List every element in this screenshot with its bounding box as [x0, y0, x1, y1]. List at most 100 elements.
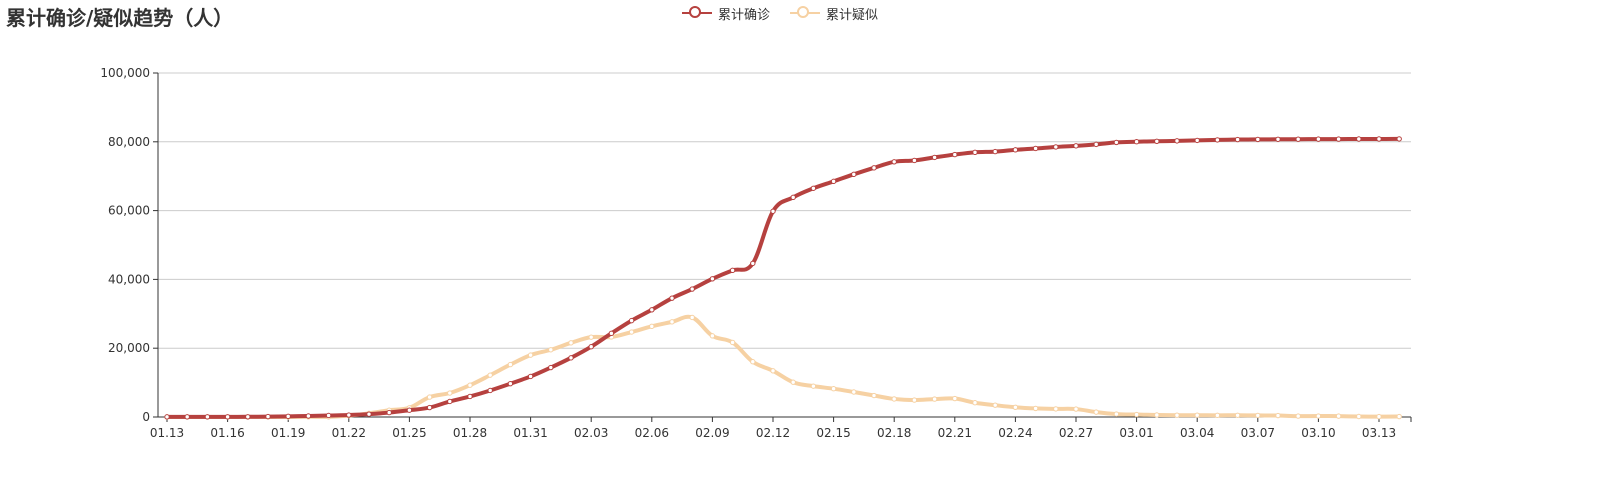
data-point-confirmed — [992, 148, 998, 155]
chart-title: 累计确诊/疑似趋势（人） — [6, 6, 234, 30]
data-point-confirmed — [972, 149, 978, 156]
data-point-confirmed — [1356, 136, 1362, 142]
y-tick-label: 60,000 — [108, 204, 150, 218]
y-tick-label: 20,000 — [108, 341, 150, 355]
data-point-suspected — [1255, 412, 1261, 419]
data-point-confirmed — [1315, 136, 1322, 142]
data-point-confirmed — [305, 413, 312, 419]
data-point-suspected — [426, 394, 433, 400]
data-point-suspected — [830, 385, 837, 392]
data-point-suspected — [1315, 413, 1322, 419]
data-point-suspected — [931, 396, 938, 402]
data-point-confirmed — [507, 380, 514, 387]
x-tick-label: 01.13 — [150, 426, 184, 440]
data-point-confirmed — [1113, 139, 1120, 146]
data-point-confirmed — [669, 295, 675, 301]
data-point-confirmed — [891, 159, 897, 165]
data-point-confirmed — [366, 411, 372, 417]
data-point-suspected — [810, 383, 817, 389]
data-point-confirmed — [709, 276, 716, 282]
data-point-suspected — [871, 392, 877, 399]
data-point-confirmed — [911, 157, 918, 164]
x-tick-label: 02.27 — [1059, 426, 1093, 440]
x-tick-label: 01.16 — [210, 426, 244, 440]
data-point-suspected — [750, 359, 756, 365]
x-tick-label: 02.18 — [877, 426, 911, 440]
data-point-confirmed — [325, 412, 332, 419]
x-tick-label: 01.25 — [392, 426, 426, 440]
data-point-suspected — [1012, 404, 1019, 410]
data-point-confirmed — [1295, 136, 1301, 142]
data-point-confirmed — [1255, 136, 1261, 143]
data-point-confirmed — [447, 398, 453, 405]
data-point-suspected — [487, 372, 493, 378]
data-point-suspected — [851, 389, 857, 395]
data-point-suspected — [1356, 413, 1362, 420]
data-point-suspected — [1093, 409, 1099, 415]
data-point-confirmed — [1073, 143, 1079, 149]
data-point-suspected — [1053, 406, 1059, 412]
data-point-confirmed — [406, 407, 413, 413]
data-point-confirmed — [588, 343, 594, 350]
data-point-suspected — [447, 390, 453, 396]
data-point-confirmed — [1275, 136, 1281, 142]
legend-line-circle-icon — [790, 6, 820, 20]
data-point-suspected — [709, 333, 716, 339]
data-point-confirmed — [1032, 145, 1039, 152]
x-tick-label: 02.03 — [574, 426, 608, 440]
data-point-confirmed — [628, 317, 635, 324]
data-point-confirmed — [1093, 141, 1099, 148]
data-point-confirmed — [204, 414, 211, 420]
data-point-confirmed — [467, 393, 473, 400]
data-point-confirmed — [1234, 136, 1241, 143]
data-point-suspected — [689, 314, 695, 321]
data-point-suspected — [952, 395, 958, 402]
legend-circle-swatch — [797, 6, 809, 18]
data-point-suspected — [770, 368, 776, 374]
legend-circle-swatch — [689, 6, 701, 18]
data-point-confirmed — [1133, 139, 1140, 145]
data-point-suspected — [1335, 413, 1342, 419]
x-tick-label: 02.12 — [756, 426, 790, 440]
chart-legend: 累计确诊 累计疑似 — [0, 0, 1597, 30]
data-point-confirmed — [1174, 138, 1180, 144]
data-point-suspected — [891, 396, 897, 402]
data-point-confirmed — [548, 364, 554, 371]
data-point-suspected — [1376, 413, 1382, 420]
x-tick-label: 01.31 — [513, 426, 547, 440]
data-point-suspected — [1194, 412, 1200, 418]
data-point-confirmed — [1376, 136, 1382, 142]
data-point-suspected — [1396, 413, 1402, 420]
data-point-suspected — [1214, 412, 1221, 419]
data-point-suspected — [1295, 413, 1301, 419]
data-point-suspected — [1133, 411, 1140, 418]
x-tick-label: 02.09 — [695, 426, 729, 440]
x-tick-label: 01.28 — [453, 426, 487, 440]
data-point-confirmed — [487, 387, 493, 394]
data-point-confirmed — [346, 412, 352, 418]
data-point-suspected — [911, 397, 918, 403]
x-tick-label: 03.01 — [1119, 426, 1153, 440]
data-point-confirmed — [851, 171, 857, 178]
y-tick-label: 0 — [142, 410, 150, 424]
data-point-confirmed — [1012, 147, 1019, 153]
legend-item-confirmed[interactable]: 累计确诊 — [682, 4, 770, 23]
data-point-suspected — [527, 352, 534, 358]
x-tick-label: 02.15 — [816, 426, 850, 440]
data-point-confirmed — [750, 260, 756, 267]
data-point-confirmed — [952, 151, 958, 158]
series-line-suspected — [165, 314, 1402, 420]
legend-item-suspected[interactable]: 累计疑似 — [790, 4, 878, 23]
data-point-confirmed — [1396, 136, 1402, 142]
data-point-confirmed — [770, 208, 776, 214]
data-point-confirmed — [568, 355, 574, 361]
data-point-suspected — [972, 400, 978, 406]
data-point-suspected — [548, 347, 554, 353]
data-point-confirmed — [386, 409, 392, 416]
data-point-suspected — [1275, 412, 1281, 419]
data-point-confirmed — [729, 267, 736, 274]
y-tick-label: 100,000 — [100, 66, 150, 80]
data-point-confirmed — [689, 286, 695, 292]
data-point-confirmed — [1194, 137, 1200, 144]
